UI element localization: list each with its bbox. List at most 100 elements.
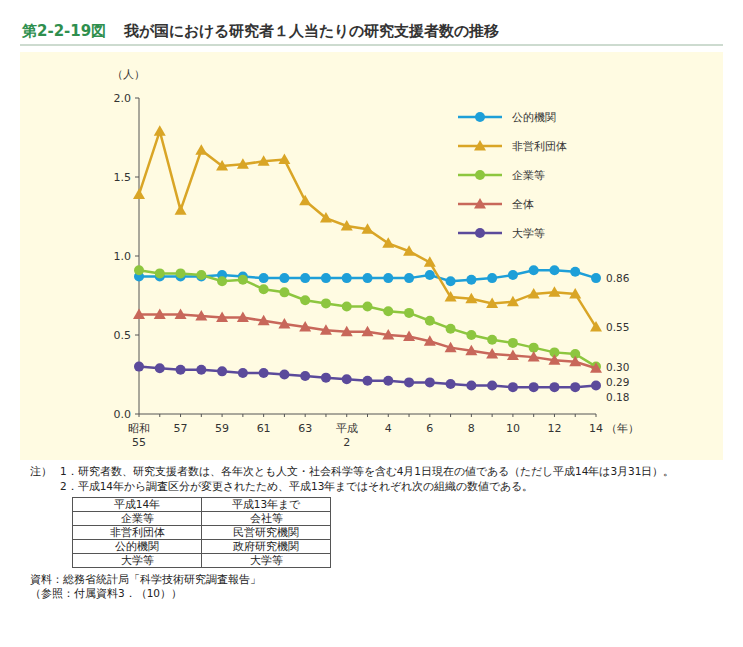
series-point (425, 377, 435, 387)
x-tick (159, 414, 160, 417)
x-tick (450, 414, 451, 417)
series-point (465, 293, 477, 304)
x-tick-label-line: 57 (174, 422, 188, 435)
series-point (342, 302, 352, 312)
legend-marker (475, 170, 485, 180)
series-point (134, 362, 144, 372)
series-point (446, 379, 456, 389)
series-point (321, 273, 331, 283)
series-point (175, 308, 187, 319)
series-point (278, 154, 290, 165)
note-table-row: 企業等会社等 (73, 512, 331, 526)
series-point (238, 275, 248, 285)
x-tick (180, 414, 181, 417)
series-point (342, 273, 352, 283)
legend: 公的機関非営利団体企業等全体大学等 (458, 111, 567, 240)
series-point (549, 382, 559, 392)
x-tick-label-line: 2 (343, 436, 350, 449)
legend-label: 全体 (512, 198, 534, 211)
x-tick (242, 414, 243, 417)
annotation: 0.55 (606, 321, 629, 333)
notes: 注）1．研究者数、研究支援者数は、各年次とも人文・社会科学等を含む4月1日現在の… (30, 464, 720, 600)
series-point (217, 276, 227, 286)
series-point (321, 298, 331, 308)
x-tick (346, 414, 347, 417)
series-point (363, 273, 373, 283)
note-row: 2．平成14年から調査区分が変更されたため、平成13年まではそれぞれ次の組織の数… (30, 479, 720, 494)
x-tick (325, 414, 326, 417)
y-tick (135, 414, 139, 415)
x-tick-label: 61 (257, 422, 271, 435)
note-head (30, 479, 60, 494)
series-point (299, 195, 311, 206)
series-point (549, 265, 559, 275)
x-tick-label: 8 (468, 422, 475, 435)
x-tick (596, 414, 597, 417)
series-point (258, 155, 270, 166)
note-table-row: 大学等大学等 (73, 554, 331, 568)
annotation: 0.29 (606, 376, 629, 388)
x-tick-label-line: 8 (468, 422, 475, 435)
series-point (486, 348, 498, 359)
series-point (238, 368, 248, 378)
series-point (487, 381, 497, 391)
series-point (216, 312, 228, 323)
note-table-cell: 大学等 (202, 554, 331, 568)
series-point (465, 345, 477, 356)
series-point (300, 295, 310, 305)
series-point (259, 368, 269, 378)
legend-marker (475, 112, 485, 122)
note-table-cell: 会社等 (202, 512, 331, 526)
series-point (569, 288, 581, 299)
series-point (569, 356, 581, 367)
series-point (216, 160, 228, 171)
series-point (570, 382, 580, 392)
series-point (196, 270, 206, 280)
chart: 第2-2-19図我が国における研究者１人当たりの研究支援者数の推移0.00.51… (0, 0, 743, 462)
note-head: 注） (30, 464, 60, 479)
series-point (195, 310, 207, 321)
series-point (591, 381, 601, 391)
plot (133, 125, 602, 392)
series-point (278, 318, 290, 329)
x-tick (429, 414, 430, 417)
title-rule (20, 45, 723, 46)
series-point (382, 329, 394, 340)
legend-label: 大学等 (512, 227, 545, 240)
series-point (383, 376, 393, 386)
y-axis-label: （人） (112, 68, 145, 81)
series-point (176, 268, 186, 278)
series-point (548, 354, 560, 365)
series-point (590, 321, 602, 332)
x-tick-label: 12 (547, 422, 561, 435)
x-tick-label-line: 61 (257, 422, 271, 435)
series-point (155, 363, 165, 373)
x-tick-label: 14 (589, 422, 603, 435)
legend-label: 公的機関 (512, 111, 556, 124)
series-point (466, 381, 476, 391)
series-point (404, 308, 414, 318)
x-tick-label-line: 55 (132, 436, 146, 449)
series-point (154, 308, 166, 319)
figure-label: 第2-2-19図 (21, 22, 106, 40)
series-point (466, 275, 476, 285)
series-point (279, 287, 289, 297)
series-point (404, 273, 414, 283)
x-tick-label-line: 63 (298, 422, 312, 435)
x-tick-label-line: 昭和 (128, 422, 150, 435)
y-tick (135, 177, 139, 178)
series-point (548, 286, 560, 297)
series-line (139, 270, 596, 366)
series-point (528, 351, 540, 362)
series-point (133, 308, 145, 319)
series-point (445, 291, 457, 302)
panel (20, 52, 723, 460)
note-table-cell: 公的機関 (73, 540, 202, 554)
series-point (383, 273, 393, 283)
series-point (529, 265, 539, 275)
x-tick (575, 414, 576, 417)
series-point (528, 288, 540, 299)
x-tick-label-line: 14 (589, 422, 603, 435)
series-point (175, 204, 187, 215)
series-point (446, 276, 456, 286)
